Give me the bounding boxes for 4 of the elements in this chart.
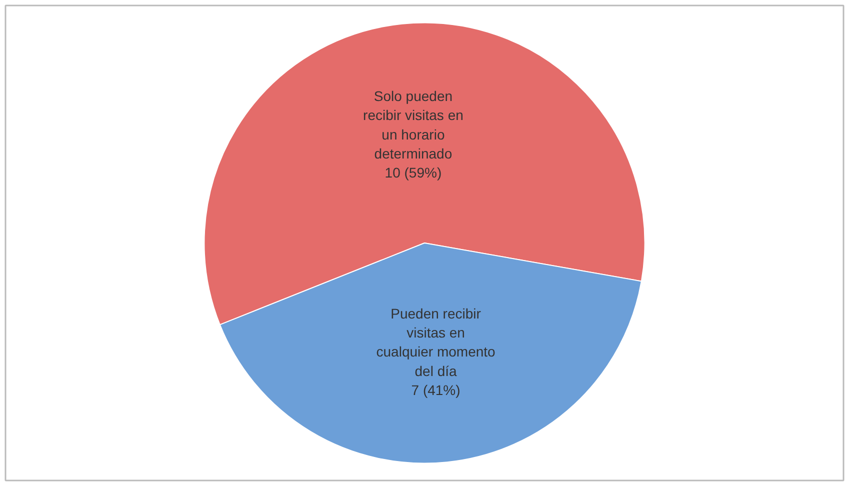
data-label: 10 (59%) <box>384 164 442 181</box>
slice-label: Solo pueden recibir visitas en un horario determinado <box>363 88 464 162</box>
slice-label: Pueden recibir visitas en cualquier momento del día <box>376 305 496 379</box>
data-label: 7 (41%) <box>411 382 460 398</box>
